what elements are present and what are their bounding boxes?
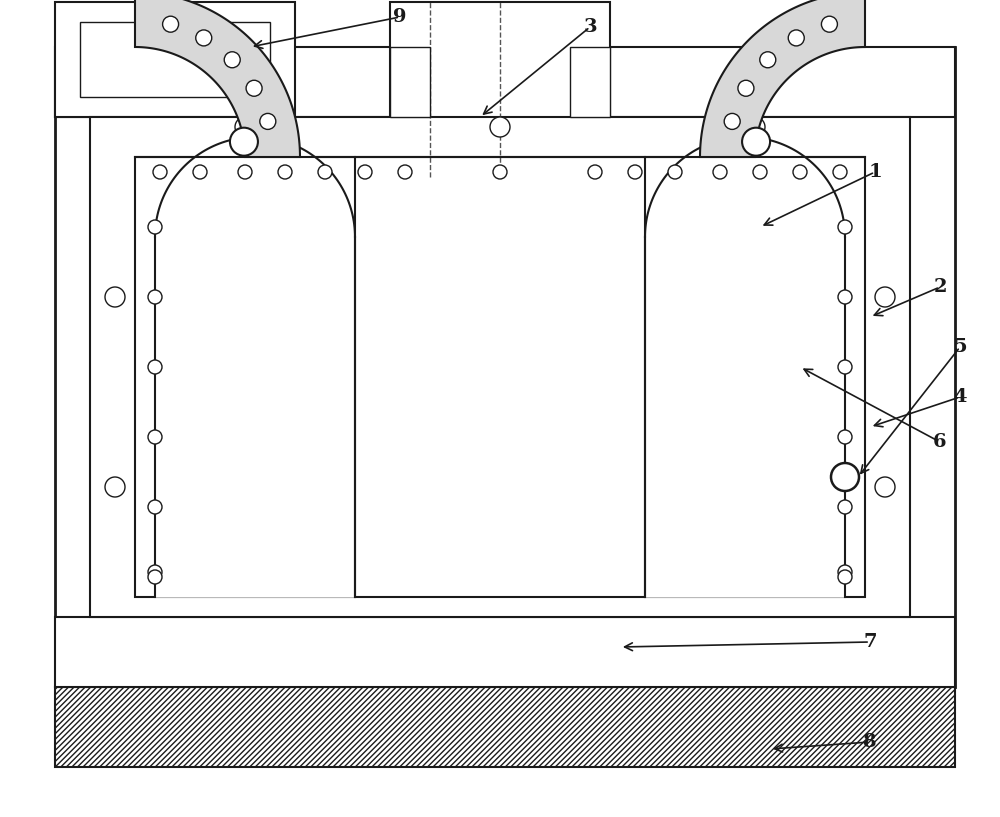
Text: 9: 9 [393, 8, 407, 26]
Circle shape [148, 290, 162, 304]
Circle shape [278, 165, 292, 179]
Circle shape [490, 117, 510, 137]
Circle shape [821, 16, 837, 32]
Circle shape [105, 287, 125, 307]
Circle shape [628, 165, 642, 179]
Bar [570, 47, 610, 117]
Circle shape [148, 570, 162, 584]
Bar [520, 247, 560, 337]
Circle shape [148, 220, 162, 234]
Circle shape [838, 220, 852, 234]
Bar [55, 47, 955, 117]
Circle shape [833, 165, 847, 179]
Circle shape [588, 165, 602, 179]
Circle shape [148, 565, 162, 579]
Circle shape [793, 165, 807, 179]
Circle shape [753, 165, 767, 179]
Polygon shape [135, 0, 300, 157]
Circle shape [724, 114, 740, 129]
Circle shape [838, 360, 852, 374]
Circle shape [238, 165, 252, 179]
Bar [390, 47, 430, 117]
Bar [55, 2, 295, 117]
Circle shape [668, 165, 682, 179]
Circle shape [153, 165, 167, 179]
Circle shape [875, 287, 895, 307]
Circle shape [493, 165, 507, 179]
Circle shape [105, 477, 125, 497]
Text: 7: 7 [863, 633, 877, 651]
Bar [440, 247, 480, 337]
Circle shape [838, 565, 852, 579]
Circle shape [260, 114, 276, 129]
Circle shape [398, 165, 412, 179]
Circle shape [838, 570, 852, 584]
Circle shape [788, 30, 804, 46]
Circle shape [235, 117, 255, 137]
Polygon shape [700, 0, 865, 157]
Bar [55, 617, 955, 687]
Circle shape [148, 360, 162, 374]
Bar [410, 177, 590, 247]
Circle shape [831, 463, 859, 491]
Circle shape [358, 165, 372, 179]
Text: 5: 5 [953, 338, 967, 356]
Text: 2: 2 [933, 278, 947, 296]
Text: 1: 1 [868, 163, 882, 181]
Text: 8: 8 [863, 733, 877, 751]
Bar [80, 22, 270, 97]
Polygon shape [155, 137, 355, 597]
Circle shape [838, 500, 852, 514]
Bar [90, 117, 910, 617]
Text: 6: 6 [933, 433, 947, 451]
Circle shape [875, 477, 895, 497]
Bar [55, 687, 955, 767]
Bar [390, 2, 610, 177]
Text: 3: 3 [583, 18, 597, 36]
Text: 4: 4 [953, 388, 967, 406]
Polygon shape [645, 137, 845, 597]
Circle shape [760, 51, 776, 68]
Circle shape [745, 117, 765, 137]
Circle shape [148, 430, 162, 444]
Circle shape [148, 500, 162, 514]
Circle shape [738, 80, 754, 96]
Circle shape [838, 430, 852, 444]
Circle shape [742, 127, 770, 156]
Bar [55, 47, 955, 687]
Circle shape [163, 16, 179, 32]
Circle shape [196, 30, 212, 46]
Circle shape [838, 290, 852, 304]
Circle shape [193, 165, 207, 179]
Circle shape [318, 165, 332, 179]
Circle shape [246, 80, 262, 96]
Circle shape [230, 127, 258, 156]
Circle shape [224, 51, 240, 68]
Circle shape [713, 165, 727, 179]
Bar [135, 157, 865, 597]
